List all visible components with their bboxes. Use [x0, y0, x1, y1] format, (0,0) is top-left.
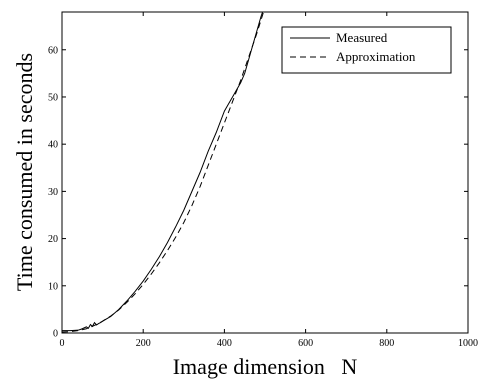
ticks-layer: 0 200 400 600 800 1000 0 10 20 30 40 50 60 — [48, 12, 478, 349]
y-tick-label: 40 — [48, 140, 58, 151]
legend-label-approximation: Approximation — [336, 49, 416, 64]
x-tick-label: 200 — [136, 338, 151, 349]
legend-box — [281, 26, 452, 74]
plot-frame — [61, 11, 469, 334]
legend-label-measured: Measured — [336, 30, 388, 45]
y-tick-label: 30 — [48, 187, 58, 198]
series-line-approximation — [62, 12, 265, 333]
y-tick-label: 0 — [53, 329, 58, 340]
y-tick-label: 10 — [48, 281, 58, 292]
y-tick-label: 60 — [48, 45, 58, 56]
y-tick-label: 20 — [48, 234, 58, 245]
series-line-measured — [62, 12, 264, 332]
x-tick-label: 600 — [298, 338, 313, 349]
y-axis-label: Time consumed in seconds — [12, 53, 37, 291]
series-layer — [62, 12, 265, 333]
x-tick-label: 0 — [60, 338, 65, 349]
x-tick-label: 400 — [217, 338, 232, 349]
legend: Measured Approximation — [281, 26, 452, 74]
y-tick-label: 50 — [48, 92, 58, 103]
x-tick-label: 1000 — [458, 338, 478, 349]
x-axis-label: Image dimension N — [173, 354, 358, 379]
x-tick-label: 800 — [379, 338, 394, 349]
